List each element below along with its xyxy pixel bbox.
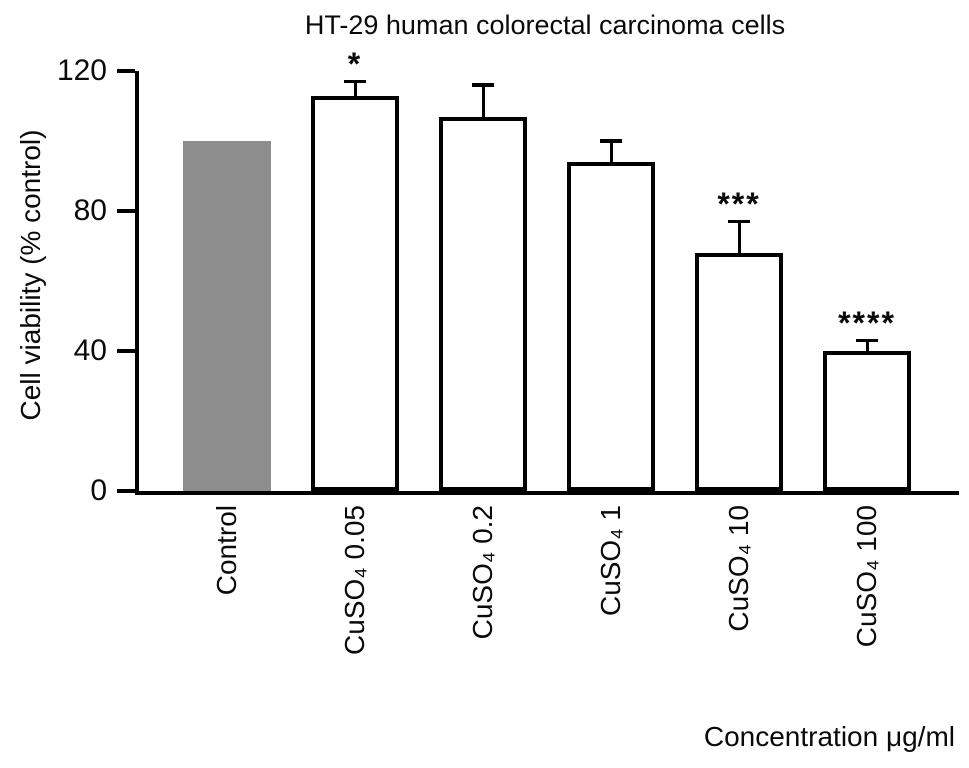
bar-cuso4-1	[567, 162, 655, 491]
error-bar-line	[353, 81, 357, 96]
plot-area: 0 40 80 120 Control * CuSO₄ 0.05 CuSO₄ 0.2 CuSO₄…	[57, 46, 959, 655]
y-tick-label: 120	[56, 54, 107, 87]
error-bar-line	[865, 340, 869, 351]
y-axis-tick	[117, 209, 135, 213]
x-tick-label-cuso4-0-05: CuSO₄ 0.05	[339, 505, 370, 655]
y-tick-label: 0	[90, 474, 107, 507]
error-bar-cap	[344, 79, 366, 83]
x-tick-label-control: Control	[211, 505, 242, 596]
error-bar-cap	[472, 83, 494, 87]
y-axis-tick	[117, 69, 135, 73]
error-bar-line	[737, 221, 741, 253]
x-tick-label-cuso4-10: CuSO₄ 10	[723, 505, 754, 632]
bar-cuso4-0-2	[439, 116, 527, 491]
error-bar-line	[481, 85, 485, 117]
y-tick-label: 80	[73, 194, 107, 227]
chart-title: HT-29 human colorectal carcinoma cells	[304, 10, 786, 40]
error-bar-line	[609, 141, 613, 162]
significance-marker: ***	[717, 185, 761, 222]
bar-control	[183, 141, 271, 491]
error-bar-cap	[856, 338, 878, 342]
bar-cuso4-0-05	[311, 95, 399, 491]
significance-marker: ****	[838, 304, 896, 341]
significance-marker: *	[347, 45, 363, 82]
x-tick-label-cuso4-1: CuSO₄ 1	[595, 505, 626, 617]
x-tick-label-cuso4-0-2: CuSO₄ 0.2	[467, 505, 498, 640]
x-tick-label-cuso4-100: CuSO₄ 100	[851, 505, 882, 648]
error-bar-cap	[728, 219, 750, 223]
y-tick-label: 40	[73, 334, 107, 367]
y-axis-tick	[117, 349, 135, 353]
y-axis-label: Cell viability (% control)	[15, 129, 46, 421]
bar-cuso4-100	[823, 351, 911, 491]
bar-cuso4-10	[695, 253, 783, 491]
error-bar-cap	[600, 139, 622, 143]
x-axis-label: Concentration μg/ml	[703, 721, 955, 752]
y-axis-tick	[117, 489, 135, 493]
